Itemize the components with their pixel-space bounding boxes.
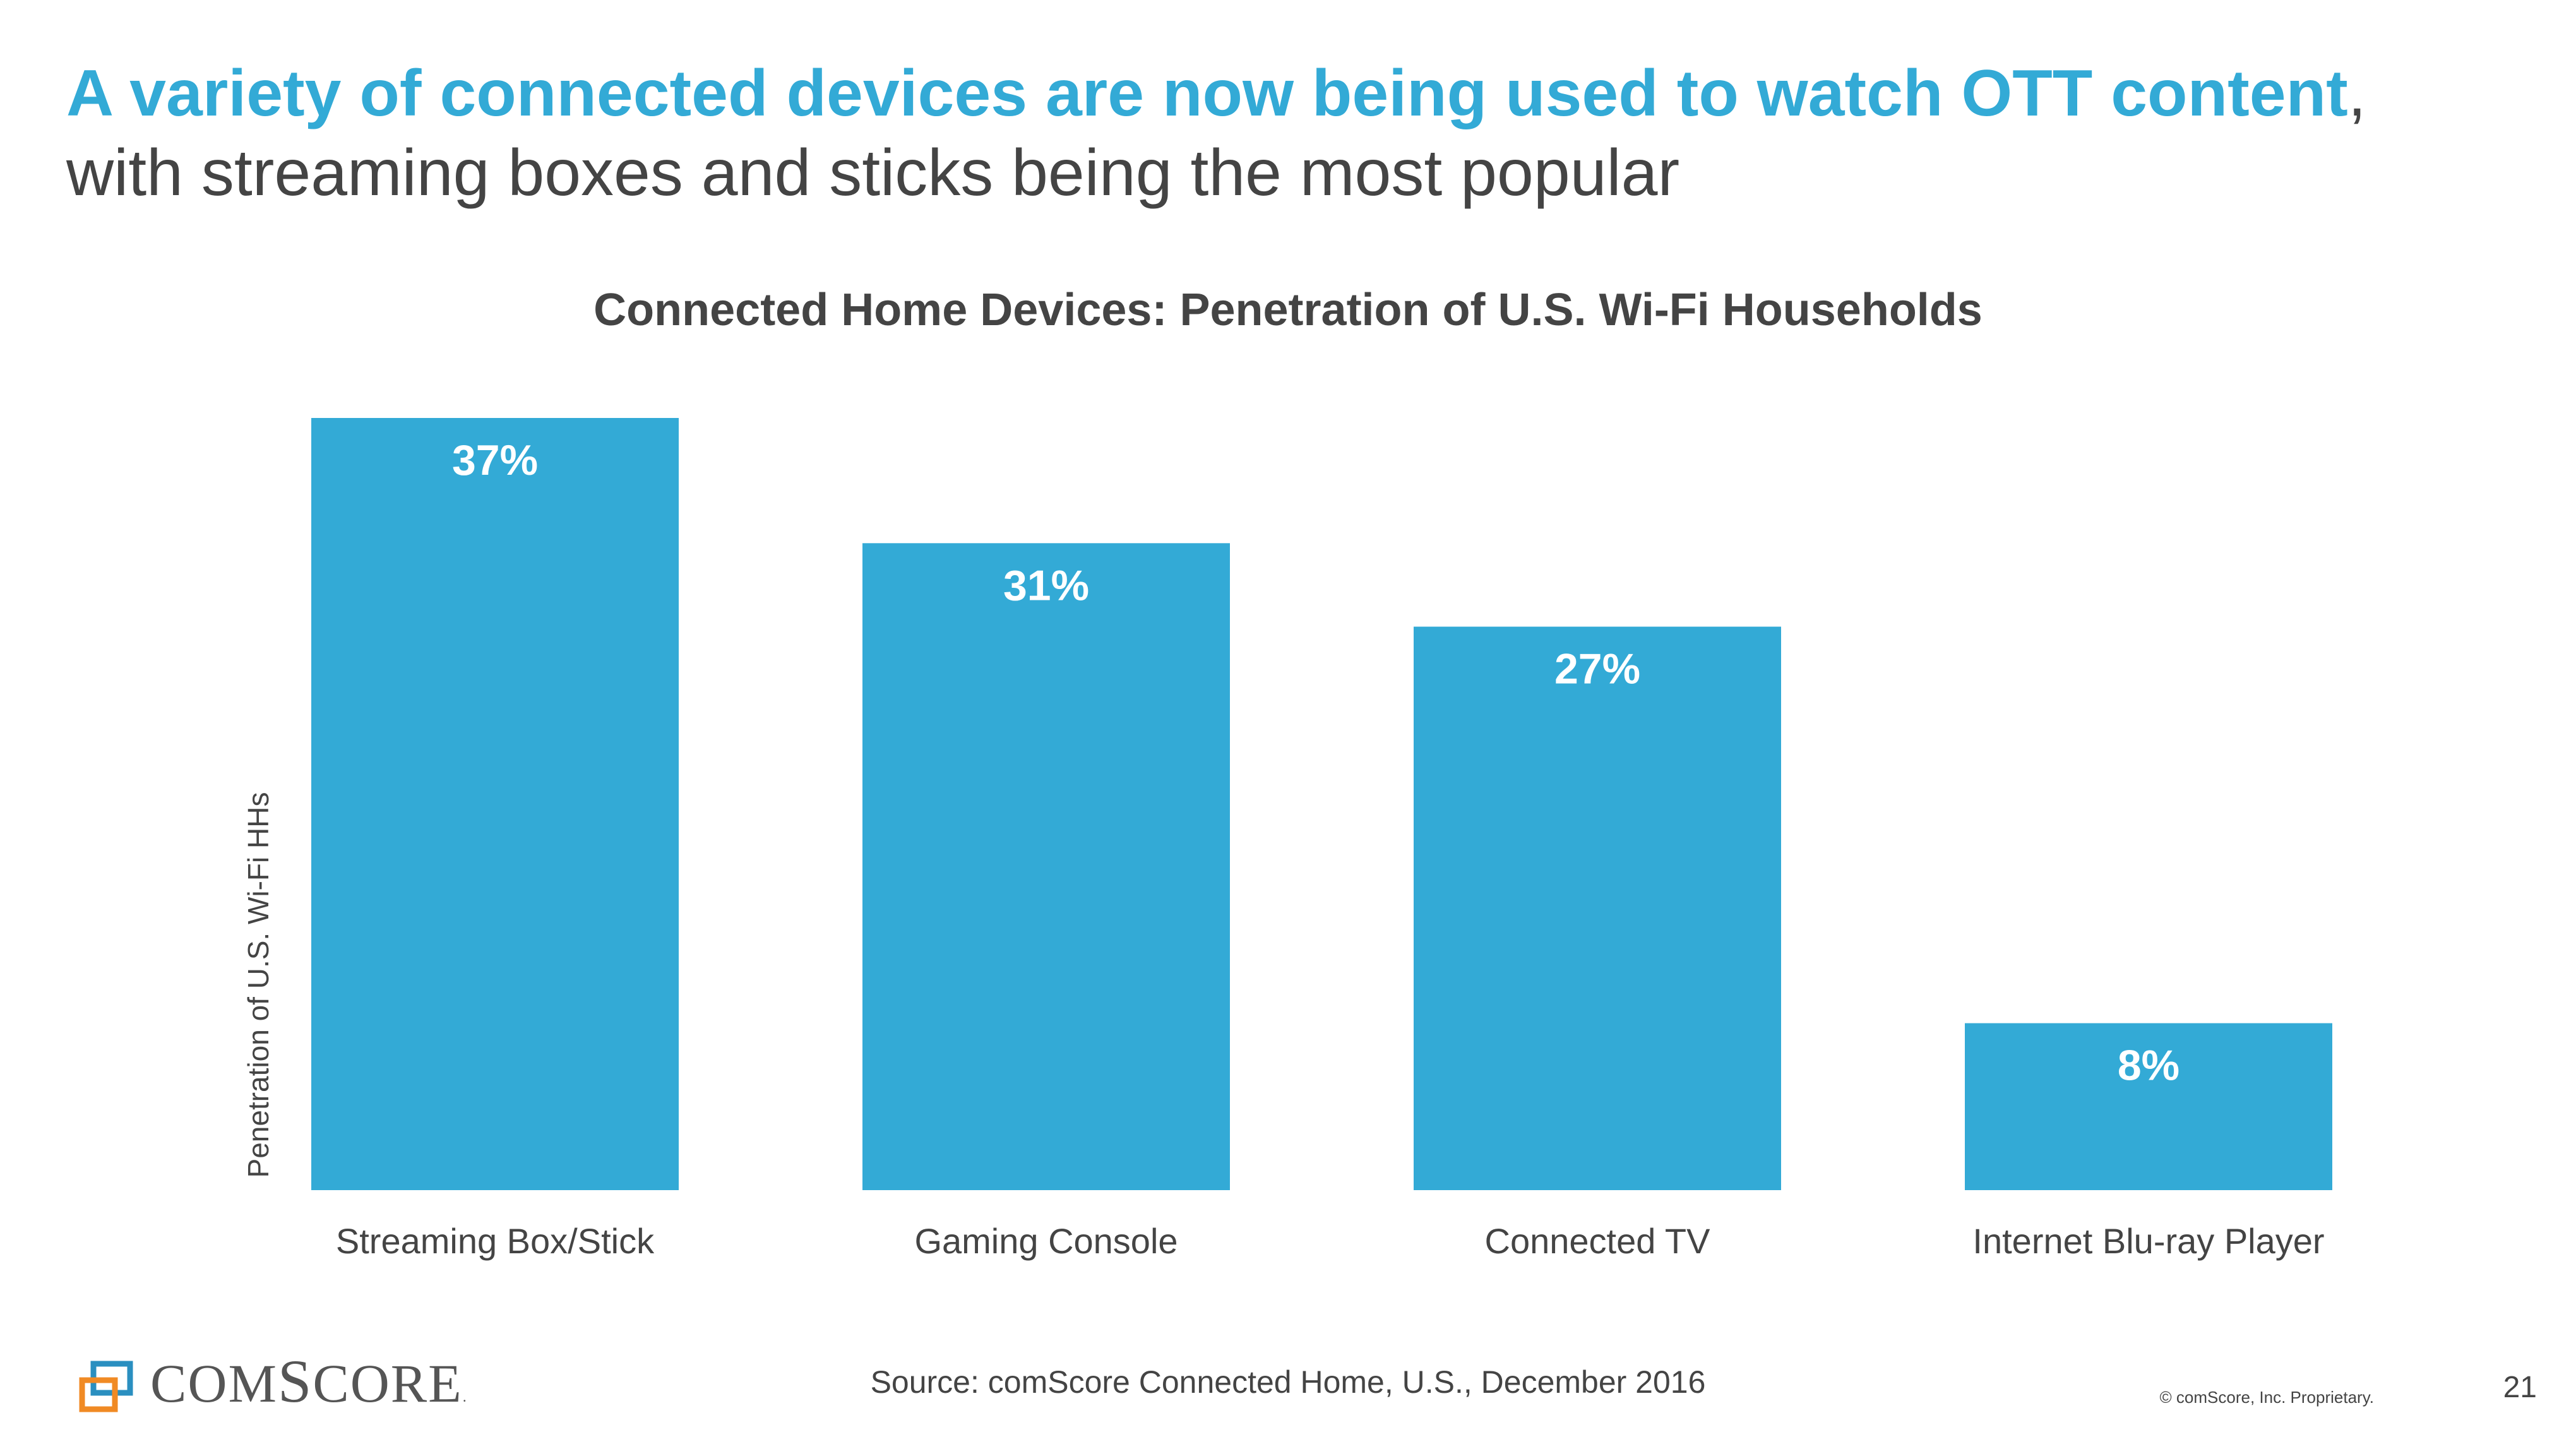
bar-chart: 37% Streaming Box/Stick 31% Gaming Console 2… [242, 418, 2332, 1261]
logo-text-part2: S [277, 1347, 313, 1415]
logo-text-part3: CORE [313, 1352, 463, 1414]
x-tick-label-1: Streaming Box/Stick [336, 1221, 655, 1261]
comscore-logo-text: COMSCORE. [150, 1347, 468, 1429]
logo-text-part1: COM [150, 1352, 278, 1414]
bar-4 [1965, 1023, 2332, 1190]
headline-comma: , [2347, 57, 2366, 130]
x-tick-label-2: Gaming Console [914, 1221, 1178, 1261]
x-tick-label-4: Internet Blu-ray Player [1972, 1221, 2324, 1261]
bar-value-label-1: 37% [452, 436, 538, 484]
slide-headline: A variety of connected devices are now b… [66, 54, 2529, 213]
headline-sub: with streaming boxes and sticks being th… [66, 136, 1680, 210]
copyright-note: © comScore, Inc. Proprietary. [2159, 1388, 2374, 1407]
bar-2 [862, 543, 1230, 1190]
source-note: Source: comScore Connected Home, U.S., D… [870, 1364, 1706, 1400]
x-tick-label-3: Connected TV [1485, 1221, 1711, 1261]
headline-main: A variety of connected devices are now b… [66, 57, 2348, 130]
bar-value-label-4: 8% [2118, 1042, 2179, 1090]
comscore-logo-icon [79, 1361, 133, 1412]
bar-1 [311, 418, 679, 1190]
y-axis-label: Penetration of U.S. Wi-Fi HHs [242, 792, 275, 1178]
bar-value-label-3: 27% [1554, 645, 1640, 693]
chart-title: Connected Home Devices: Penetration of U… [593, 285, 1983, 335]
comscore-logo: COMSCORE. [76, 1349, 468, 1421]
page-number: 21 [2503, 1371, 2537, 1404]
bar-value-label-2: 31% [1003, 561, 1089, 609]
logo-text-tm: . [462, 1388, 468, 1405]
bar-3 [1414, 626, 1781, 1190]
